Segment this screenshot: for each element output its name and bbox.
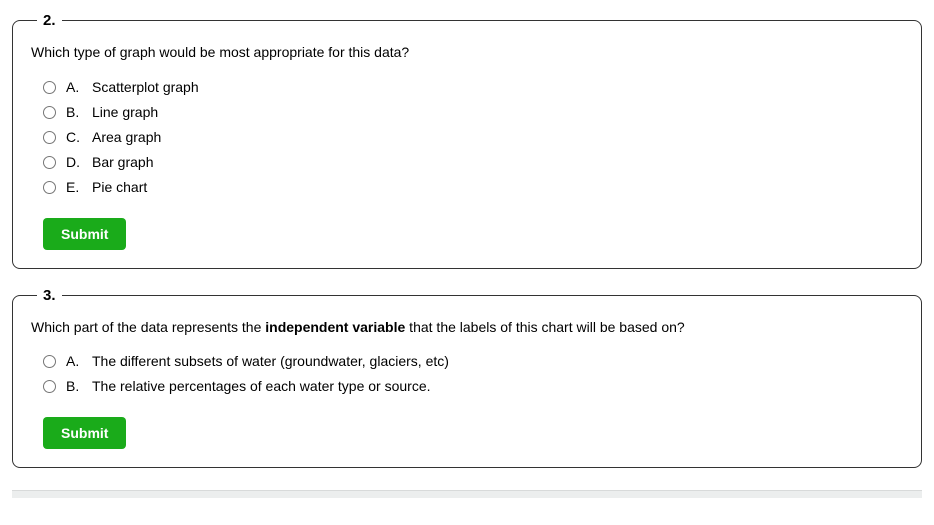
option-row[interactable]: B. Line graph [43, 100, 903, 125]
option-radio[interactable] [43, 355, 56, 368]
question-2: 2. Which type of graph would be most appr… [12, 12, 922, 269]
options-list: A. Scatterplot graph B. Line graph C. Area gr… [31, 75, 903, 200]
option-row[interactable]: D. Bar graph [43, 150, 903, 175]
question-3: 3. Which part of the data represents the … [12, 287, 922, 469]
footer-bar [12, 490, 922, 498]
option-text: Bar graph [92, 152, 153, 173]
option-text: The different subsets of water (groundwa… [92, 351, 449, 372]
option-radio[interactable] [43, 131, 56, 144]
option-radio[interactable] [43, 106, 56, 119]
option-radio[interactable] [43, 380, 56, 393]
option-letter: C. [66, 127, 82, 148]
question-number: 3. [37, 287, 62, 304]
option-row[interactable]: C. Area graph [43, 125, 903, 150]
option-radio[interactable] [43, 156, 56, 169]
option-text: Scatterplot graph [92, 77, 199, 98]
questions-container: 2. Which type of graph would be most appr… [12, 12, 922, 468]
submit-button[interactable]: Submit [43, 417, 126, 449]
option-radio[interactable] [43, 181, 56, 194]
options-list: A. The different subsets of water (ground… [31, 349, 903, 399]
option-text: Line graph [92, 102, 158, 123]
option-text: Pie chart [92, 177, 147, 198]
option-row[interactable]: A. The different subsets of water (ground… [43, 349, 903, 374]
option-radio[interactable] [43, 81, 56, 94]
option-letter: D. [66, 152, 82, 173]
option-letter: E. [66, 177, 82, 198]
question-number: 2. [37, 12, 62, 29]
option-letter: B. [66, 102, 82, 123]
question-prompt: Which part of the data represents the in… [31, 318, 903, 338]
option-letter: A. [66, 351, 82, 372]
question-prompt: Which type of graph would be most approp… [31, 43, 903, 63]
option-text: The relative percentages of each water t… [92, 376, 431, 397]
option-row[interactable]: E. Pie chart [43, 175, 903, 200]
option-row[interactable]: A. Scatterplot graph [43, 75, 903, 100]
option-text: Area graph [92, 127, 161, 148]
option-letter: A. [66, 77, 82, 98]
submit-button[interactable]: Submit [43, 218, 126, 250]
option-letter: B. [66, 376, 82, 397]
option-row[interactable]: B. The relative percentages of each water… [43, 374, 903, 399]
